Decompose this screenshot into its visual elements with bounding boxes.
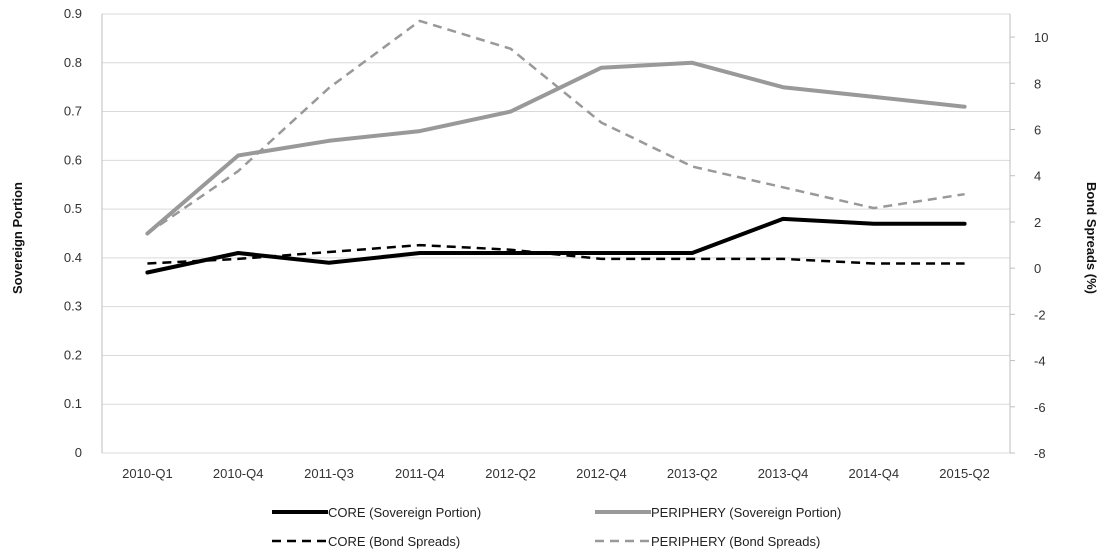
x-tick-label: 2013-Q2	[667, 466, 718, 481]
x-tick-label: 2010-Q4	[213, 466, 264, 481]
x-tick-label: 2013-Q4	[758, 466, 809, 481]
right-tick-label: 6	[1034, 123, 1041, 138]
right-tick-label: -6	[1034, 400, 1046, 415]
left-tick-label: 0.1	[64, 396, 82, 411]
x-tick-label: 2011-Q3	[304, 466, 354, 481]
right-axis-label: Bond Spreads (%)	[1084, 182, 1097, 294]
right-tick-label: 2	[1034, 215, 1041, 230]
right-tick-label: 10	[1034, 30, 1048, 45]
right-tick-label: 4	[1034, 169, 1041, 184]
x-axis-ticks: 2010-Q1 2010-Q4 2011-Q3 2011-Q4 2012-Q2 2012-…	[122, 466, 990, 481]
right-tick-label: 8	[1034, 76, 1041, 91]
left-axis-ticks: 0 0.1 0.2 0.3 0.4 0.5 0.6 0.7 0.8 0.9	[64, 6, 82, 460]
right-tick-label: 0	[1034, 261, 1041, 276]
right-tick-label: -2	[1034, 307, 1046, 322]
right-axis-ticks: -8 -6 -4 -2 0 2 4 6 8 10	[1010, 30, 1048, 461]
legend-label: CORE (Bond Spreads)	[328, 534, 460, 549]
left-tick-label: 0.2	[64, 347, 82, 362]
left-tick-label: 0.5	[64, 201, 82, 216]
x-tick-label: 2011-Q4	[395, 466, 445, 481]
series-line-1	[145, 60, 967, 236]
x-tick-label: 2012-Q4	[576, 466, 627, 481]
legend-label: PERIPHERY (Bond Spreads)	[651, 534, 820, 549]
left-tick-label: 0	[75, 445, 82, 460]
legend-label: PERIPHERY (Sovereign Portion)	[651, 505, 841, 520]
left-axis-label: Sovereign Portion	[10, 182, 25, 294]
grid-lines	[102, 13, 1010, 454]
left-tick-label: 0.4	[64, 250, 82, 265]
legend: CORE (Sovereign Portion) PERIPHERY (Sover…	[272, 505, 841, 549]
left-tick-label: 0.9	[64, 6, 82, 21]
legend-label: CORE (Sovereign Portion)	[328, 505, 481, 520]
right-tick-label: -8	[1034, 446, 1046, 461]
x-tick-label: 2010-Q1	[122, 466, 173, 481]
right-tick-label: -4	[1034, 354, 1046, 369]
x-tick-label: 2015-Q2	[939, 466, 990, 481]
x-tick-label: 2014-Q4	[849, 466, 900, 481]
series-lines	[145, 19, 967, 275]
left-tick-label: 0.8	[64, 55, 82, 70]
axes	[101, 14, 1011, 453]
x-tick-label: 2012-Q2	[485, 466, 536, 481]
left-tick-label: 0.7	[64, 104, 82, 119]
left-tick-label: 0.6	[64, 152, 82, 167]
series-line-3	[146, 19, 965, 235]
series-line-0	[145, 216, 967, 275]
left-tick-label: 0.3	[64, 299, 82, 314]
